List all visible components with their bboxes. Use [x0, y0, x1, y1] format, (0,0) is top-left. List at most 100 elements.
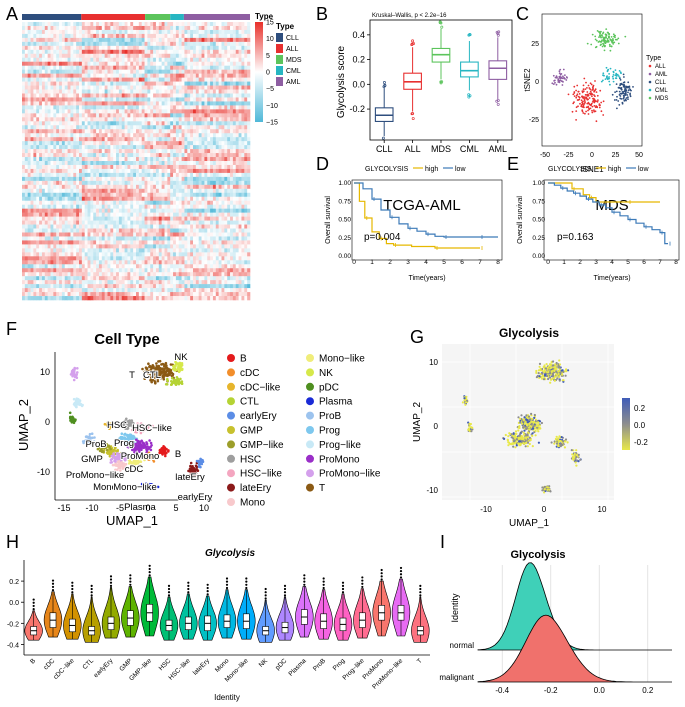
tsne-legend: ALL AML CLL CML MDS [648, 64, 668, 102]
heatmap-cells [22, 22, 251, 301]
cluster-label: Mono [93, 482, 117, 493]
panel-f-legend-label: T [319, 483, 325, 494]
panel-h-xtick: B [29, 657, 37, 665]
heatmap-scale-tick: 0 [266, 70, 270, 77]
panel-f-legend-label: CTL [240, 397, 259, 408]
panel-b-xtick: CML [460, 144, 479, 154]
panel-d-xlabel: Time(years) [408, 275, 445, 282]
km-xtick: 0 [546, 259, 550, 266]
tsne-legend-label: MDS [655, 96, 668, 102]
panel-g-colorbar-tick: -0.2 [634, 438, 648, 447]
heatmap-legend: CLL ALL MDS CML AML [276, 33, 302, 86]
panel-h-ytick: 0.2 [9, 579, 19, 586]
panel-g-ytick: 10 [429, 358, 438, 367]
panel-f-umap: Cell Type NK T CTL HSC HSC−like ProB Prog GMP Pr… [16, 331, 381, 528]
panel-letter-i: I [440, 532, 445, 552]
panel-f-legend-dot [306, 440, 314, 449]
tsne-points [551, 28, 634, 123]
panel-g-title: Glycolysis [499, 326, 559, 340]
panel-g-points [461, 359, 582, 494]
panel-f-xtick: -5 [116, 503, 124, 513]
panel-f-ylabel: UMAP_2 [16, 399, 31, 451]
panel-g-ylabel: UMAP_2 [412, 402, 423, 442]
panel-f-legend-label: GMP−like [240, 440, 284, 451]
panel-e-legend-low: low [638, 166, 649, 173]
violin-cDC [43, 579, 63, 638]
panel-f-legend-dot [306, 382, 314, 391]
cluster-label: cDC [125, 464, 144, 475]
panel-f-legend-label: ProB [319, 411, 342, 422]
panel-g-colorbar [622, 398, 630, 450]
tsne-ytick: 0 [535, 79, 539, 86]
panel-h-xtick: Mono [214, 657, 231, 674]
panel-f-legend-dot [227, 426, 235, 434]
tsne-legend-label: CML [655, 88, 668, 94]
km-xtick: 4 [610, 259, 614, 266]
violin-pDC [275, 584, 295, 641]
panel-i-xtick: 0.2 [642, 686, 654, 695]
panel-f-legend-dot [227, 469, 235, 478]
tsne-legend-label: CLL [655, 80, 667, 86]
panel-f-xtick: -15 [57, 503, 70, 513]
panel-b-ytick: 0.2 [352, 55, 365, 65]
panel-f-legend-dot [306, 354, 314, 362]
cluster-label: NK [174, 352, 188, 363]
km-xtick: 1 [370, 259, 374, 266]
tsne-xtick: 0 [590, 152, 594, 159]
cluster-label: T [129, 370, 135, 381]
km-xtick: 6 [460, 259, 464, 266]
tsne-legend-label: AML [655, 72, 668, 78]
km-curve-low [354, 182, 498, 238]
violin-NK [256, 587, 275, 643]
panel-f-legend-dot [306, 368, 314, 377]
tsne-legend-title: Type [646, 55, 661, 62]
panel-f-legend-dot [227, 498, 235, 506]
panel-f-clusters [68, 357, 205, 491]
panel-e-legend-label: GLYCOLYSIS [548, 166, 592, 173]
km-xtick: 6 [642, 259, 646, 266]
violin-cDC−like [63, 581, 82, 640]
violin-HSC [159, 584, 179, 641]
cluster-label: earlyEry [178, 492, 213, 503]
panel-b-boxplot: Kruskal–Wallis, p < 2.2e−16 Glycolysis s… [336, 13, 513, 154]
panel-d-curves: 0 1 2 3 4 5 6 7 8 0.00 0.25 0.50 0.75 1.00 [338, 180, 500, 266]
panel-e-legend: GLYCOLYSIS high low [548, 166, 649, 173]
km-xtick: 2 [388, 259, 392, 266]
panel-f-ytick: -10 [37, 467, 50, 477]
panel-f-legend-dot [306, 411, 314, 420]
panel-f-legend-label: NK [319, 368, 333, 379]
panel-h-title: Glycolysis [205, 548, 255, 559]
km-xtick: 7 [658, 259, 662, 266]
heatmap-annotation-AML [183, 14, 250, 20]
panel-b-ylabel: Glycolysis score [336, 45, 347, 118]
heatmap-scale-tick: −15 [266, 120, 278, 127]
panel-f-legend-dot [227, 397, 235, 406]
panel-d-title: TCGA-AML [383, 197, 461, 214]
heatmap-legend-swatch [276, 55, 283, 64]
tsne-xtick: 50 [635, 152, 643, 159]
panel-e-survival: GLYCOLYSIS high low MDS 0 1 2 3 4 5 6 7 8 0.00 0.2… [517, 166, 680, 282]
violin-B [24, 598, 43, 641]
panel-f-legend-label: Prog−like [319, 440, 361, 451]
heatmap-annotation-CLL [22, 14, 82, 20]
km-ytick: 0.00 [338, 253, 351, 260]
violin-Mono−like [237, 577, 256, 640]
panel-e-legend-high: high [608, 166, 621, 173]
panel-f-legend-dot [227, 354, 235, 362]
panel-g-ytick: 0 [434, 422, 439, 431]
panel-letter-d: D [316, 154, 329, 174]
km-xtick: 5 [442, 259, 446, 266]
heatmap-annotation-ALL [81, 14, 146, 20]
panel-h-xtick: HSC−like [168, 657, 193, 682]
panel-f-ytick: 10 [40, 367, 50, 377]
panel-g-xtick: 0 [542, 505, 547, 514]
km-xtick: 5 [626, 259, 630, 266]
panel-f-legend-label: Prog [319, 426, 340, 437]
panel-b-annotation: Kruskal–Wallis, p < 2.2e−16 [372, 13, 447, 19]
heatmap-legend-label: ALL [286, 46, 299, 53]
ridge-label: malignant [439, 673, 474, 682]
panel-h-ytick: 0.0 [9, 600, 19, 607]
